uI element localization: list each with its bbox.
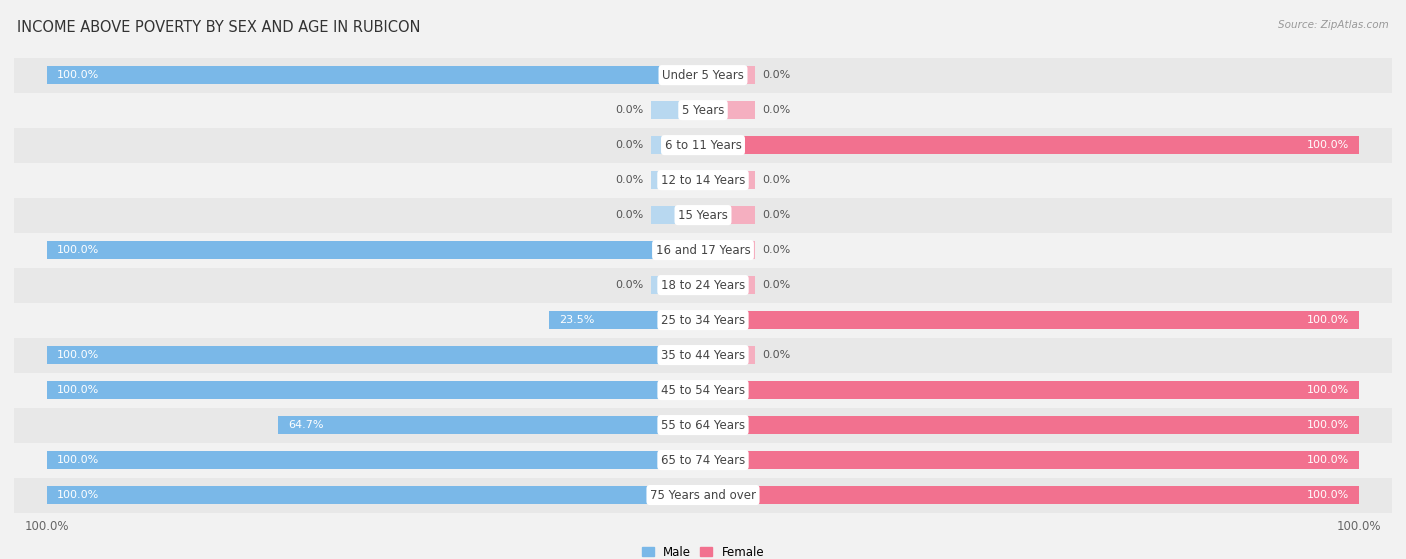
Text: 100.0%: 100.0% [56, 455, 98, 465]
Text: 5 Years: 5 Years [682, 103, 724, 117]
Bar [703, 136, 1360, 154]
Bar [651, 241, 703, 259]
Text: 45 to 54 Years: 45 to 54 Years [661, 383, 745, 396]
Text: 0.0%: 0.0% [762, 350, 790, 360]
Bar [651, 276, 703, 294]
Bar [46, 486, 703, 504]
Bar [14, 58, 1392, 93]
Bar [14, 198, 1392, 233]
Text: 35 to 44 Years: 35 to 44 Years [661, 349, 745, 362]
Bar [14, 93, 1392, 127]
Text: 0.0%: 0.0% [616, 175, 644, 185]
Bar [14, 163, 1392, 198]
Bar [703, 381, 1360, 399]
Bar [651, 171, 703, 189]
Bar [651, 66, 703, 84]
Bar [14, 302, 1392, 338]
Text: 0.0%: 0.0% [616, 105, 644, 115]
Text: 100.0%: 100.0% [56, 385, 98, 395]
Text: 6 to 11 Years: 6 to 11 Years [665, 139, 741, 151]
Text: 100.0%: 100.0% [1308, 140, 1350, 150]
Text: 18 to 24 Years: 18 to 24 Years [661, 278, 745, 292]
Bar [703, 101, 755, 119]
Bar [14, 443, 1392, 477]
Text: 100.0%: 100.0% [1308, 315, 1350, 325]
Bar [703, 416, 755, 434]
Bar [651, 206, 703, 224]
Bar [14, 408, 1392, 443]
Text: 0.0%: 0.0% [762, 245, 790, 255]
Text: 15 Years: 15 Years [678, 209, 728, 221]
Text: 12 to 14 Years: 12 to 14 Years [661, 174, 745, 187]
Bar [703, 276, 755, 294]
Text: 25 to 34 Years: 25 to 34 Years [661, 314, 745, 326]
Bar [278, 416, 703, 434]
Bar [703, 66, 755, 84]
Text: 100.0%: 100.0% [56, 70, 98, 80]
Text: 100.0%: 100.0% [1308, 420, 1350, 430]
Bar [703, 451, 1360, 469]
Text: 75 Years and over: 75 Years and over [650, 489, 756, 501]
Bar [651, 346, 703, 364]
Text: 100.0%: 100.0% [1308, 385, 1350, 395]
Text: 0.0%: 0.0% [762, 175, 790, 185]
Bar [14, 127, 1392, 163]
Text: 0.0%: 0.0% [616, 140, 644, 150]
Text: 55 to 64 Years: 55 to 64 Years [661, 419, 745, 432]
Bar [46, 66, 703, 84]
Text: 100.0%: 100.0% [1308, 455, 1350, 465]
Bar [703, 381, 755, 399]
Text: Under 5 Years: Under 5 Years [662, 69, 744, 82]
Bar [14, 477, 1392, 513]
Bar [651, 416, 703, 434]
Bar [651, 101, 703, 119]
Text: 100.0%: 100.0% [56, 245, 98, 255]
Bar [703, 136, 755, 154]
Bar [703, 311, 755, 329]
Text: 0.0%: 0.0% [762, 280, 790, 290]
Legend: Male, Female: Male, Female [637, 541, 769, 559]
Bar [703, 486, 1360, 504]
Text: 100.0%: 100.0% [56, 490, 98, 500]
Bar [14, 233, 1392, 268]
Text: Source: ZipAtlas.com: Source: ZipAtlas.com [1278, 20, 1389, 30]
Text: 0.0%: 0.0% [762, 105, 790, 115]
Bar [651, 381, 703, 399]
Bar [703, 451, 755, 469]
Bar [703, 241, 755, 259]
Bar [651, 451, 703, 469]
Bar [46, 381, 703, 399]
Bar [14, 372, 1392, 408]
Text: 100.0%: 100.0% [56, 350, 98, 360]
Text: 100.0%: 100.0% [1308, 490, 1350, 500]
Text: 23.5%: 23.5% [558, 315, 593, 325]
Bar [651, 136, 703, 154]
Bar [703, 171, 755, 189]
Bar [703, 311, 1360, 329]
Bar [703, 486, 755, 504]
Bar [703, 416, 1360, 434]
Text: 0.0%: 0.0% [616, 280, 644, 290]
Bar [14, 338, 1392, 372]
Bar [548, 311, 703, 329]
Bar [651, 486, 703, 504]
Text: INCOME ABOVE POVERTY BY SEX AND AGE IN RUBICON: INCOME ABOVE POVERTY BY SEX AND AGE IN R… [17, 20, 420, 35]
Bar [651, 311, 703, 329]
Text: 16 and 17 Years: 16 and 17 Years [655, 244, 751, 257]
Bar [46, 451, 703, 469]
Text: 0.0%: 0.0% [616, 210, 644, 220]
Bar [46, 346, 703, 364]
Text: 0.0%: 0.0% [762, 70, 790, 80]
Bar [703, 346, 755, 364]
Text: 65 to 74 Years: 65 to 74 Years [661, 453, 745, 467]
Bar [46, 241, 703, 259]
Bar [14, 268, 1392, 302]
Bar [703, 206, 755, 224]
Text: 0.0%: 0.0% [762, 210, 790, 220]
Text: 64.7%: 64.7% [288, 420, 323, 430]
